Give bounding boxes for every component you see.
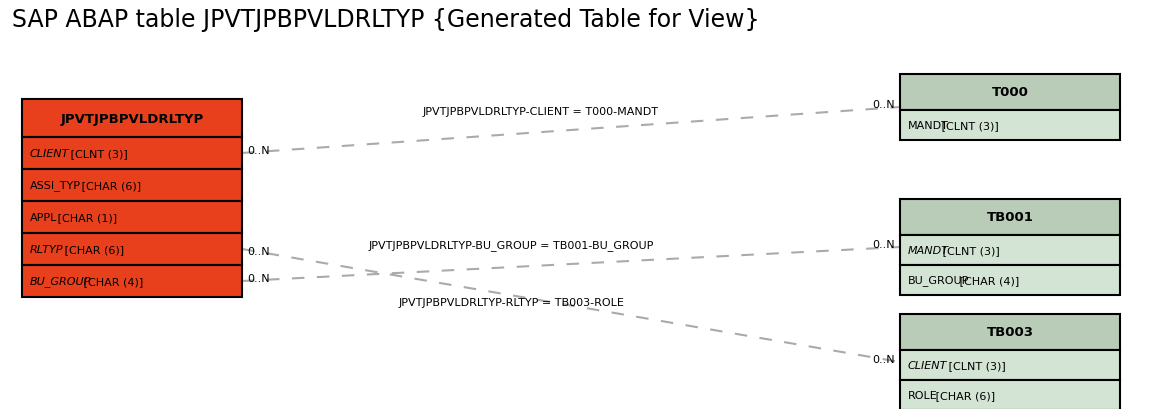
Text: [CLNT (3)]: [CLNT (3)]: [945, 360, 1005, 370]
Bar: [900, 350, 1120, 380]
Text: T000: T000: [992, 86, 1028, 99]
Text: 0..N: 0..N: [247, 273, 270, 283]
Text: JPVTJPBPVLDRLTYP-RLTYP = TB003-ROLE: JPVTJPBPVLDRLTYP-RLTYP = TB003-ROLE: [398, 298, 624, 308]
Text: JPVTJPBPVLDRLTYP: JPVTJPBPVLDRLTYP: [60, 112, 204, 125]
Bar: [900, 314, 1120, 350]
Text: [CHAR (6)]: [CHAR (6)]: [78, 180, 141, 191]
Text: TB003: TB003: [987, 326, 1033, 339]
Bar: [22, 234, 242, 265]
Text: CLIENT: CLIENT: [909, 360, 948, 370]
Bar: [900, 236, 1120, 265]
Text: [CHAR (1)]: [CHAR (1)]: [54, 213, 118, 222]
Text: ASSI_TYP: ASSI_TYP: [30, 180, 81, 191]
Text: [CHAR (6)]: [CHAR (6)]: [932, 390, 995, 400]
Bar: [22, 265, 242, 297]
Text: [CHAR (4)]: [CHAR (4)]: [956, 275, 1019, 285]
Text: 0..N: 0..N: [247, 246, 270, 256]
Text: 0..N: 0..N: [873, 100, 895, 110]
Text: [CLNT (3)]: [CLNT (3)]: [939, 245, 1000, 255]
Text: RLTYP: RLTYP: [30, 245, 63, 254]
Bar: [22, 138, 242, 170]
Text: APPL: APPL: [30, 213, 58, 222]
Text: MANDT: MANDT: [909, 245, 949, 255]
Text: 0..N: 0..N: [873, 354, 895, 364]
Bar: [22, 202, 242, 234]
Text: [CHAR (4)]: [CHAR (4)]: [80, 276, 143, 286]
Bar: [900, 200, 1120, 236]
Text: 0..N: 0..N: [873, 239, 895, 249]
Text: [CLNT (3)]: [CLNT (3)]: [939, 121, 998, 131]
Bar: [900, 265, 1120, 295]
Text: CLIENT: CLIENT: [30, 148, 69, 159]
Bar: [900, 111, 1120, 141]
Bar: [22, 100, 242, 138]
Bar: [22, 170, 242, 202]
Bar: [900, 380, 1120, 409]
Text: TB001: TB001: [987, 211, 1033, 224]
Text: BU_GROUP: BU_GROUP: [30, 276, 91, 287]
Text: MANDT: MANDT: [909, 121, 949, 131]
Text: 0..N: 0..N: [247, 146, 270, 155]
Text: BU_GROUP: BU_GROUP: [909, 275, 970, 286]
Text: JPVTJPBPVLDRLTYP-CLIENT = T000-MANDT: JPVTJPBPVLDRLTYP-CLIENT = T000-MANDT: [423, 107, 660, 117]
Text: SAP ABAP table JPVTJPBPVLDRLTYP {Generated Table for View}: SAP ABAP table JPVTJPBPVLDRLTYP {Generat…: [12, 8, 760, 32]
Bar: [900, 75, 1120, 111]
Text: ROLE: ROLE: [909, 390, 937, 400]
Text: JPVTJPBPVLDRLTYP-BU_GROUP = TB001-BU_GROUP: JPVTJPBPVLDRLTYP-BU_GROUP = TB001-BU_GRO…: [368, 240, 654, 250]
Text: [CHAR (6)]: [CHAR (6)]: [61, 245, 125, 254]
Text: [CLNT (3)]: [CLNT (3)]: [67, 148, 128, 159]
